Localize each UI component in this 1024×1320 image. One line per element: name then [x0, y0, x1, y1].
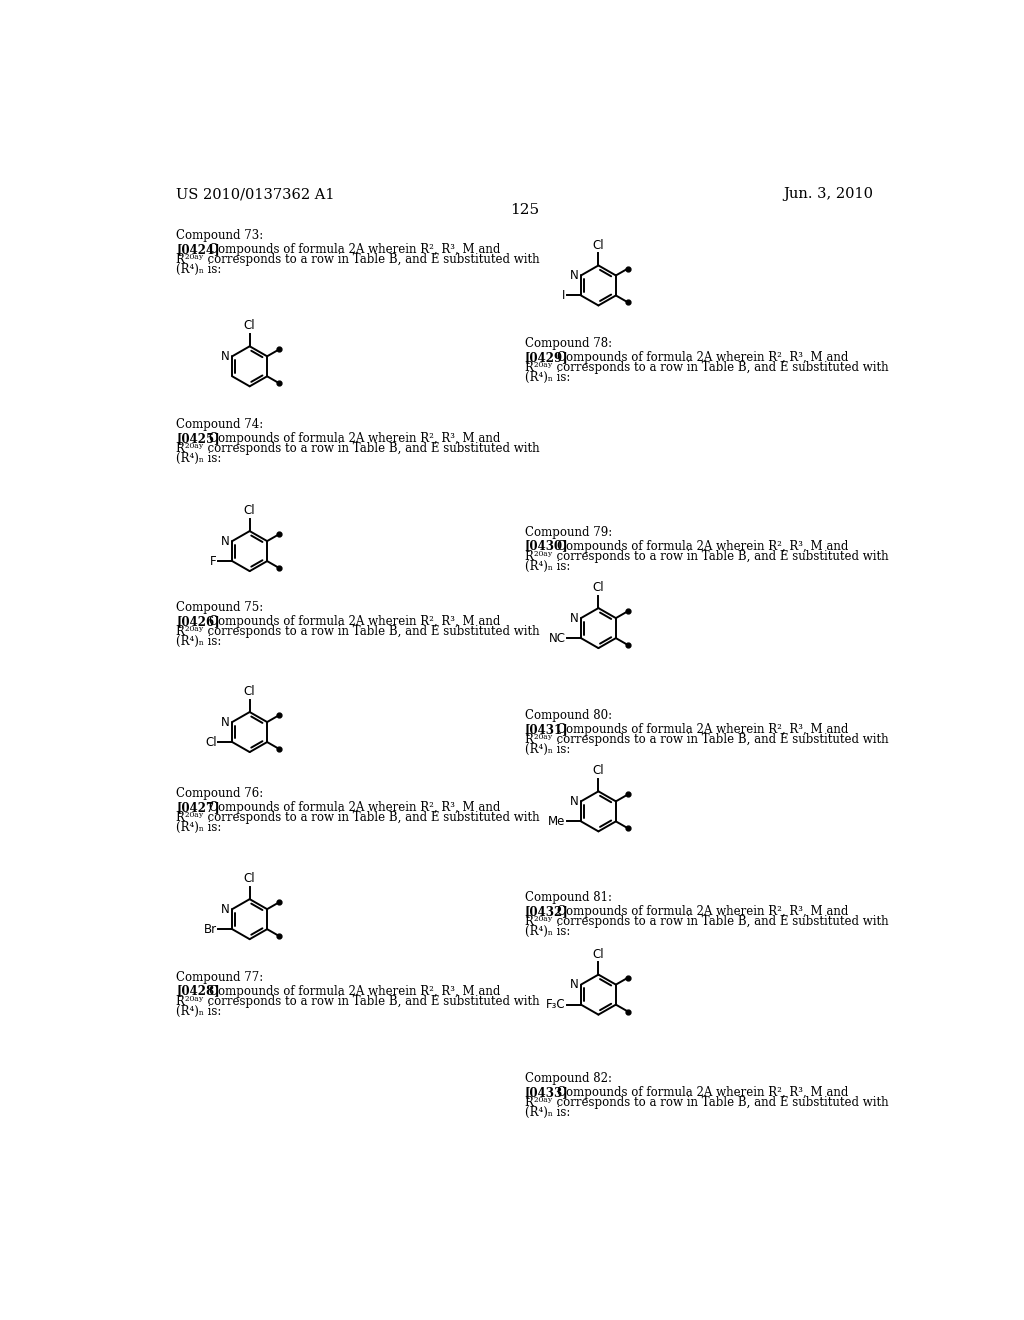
- Text: Compound 79:: Compound 79:: [524, 525, 612, 539]
- Text: [0432]: [0432]: [524, 906, 568, 919]
- Text: Compound 82:: Compound 82:: [524, 1072, 611, 1085]
- Text: Cl: Cl: [593, 948, 604, 961]
- Text: R²⁰ᵃʸ corresponds to a row in Table B, and E substituted with: R²⁰ᵃʸ corresponds to a row in Table B, a…: [176, 253, 540, 267]
- Text: (R⁴)ₙ is:: (R⁴)ₙ is:: [176, 451, 221, 465]
- Text: N: N: [221, 715, 230, 729]
- Text: Compound 76:: Compound 76:: [176, 788, 263, 800]
- Text: Cl: Cl: [593, 581, 604, 594]
- Text: N: N: [221, 535, 230, 548]
- Text: Compounds of formula 2A wherein R², R³, M and: Compounds of formula 2A wherein R², R³, …: [557, 351, 849, 364]
- Text: [0425]: [0425]: [176, 432, 220, 445]
- Text: Compounds of formula 2A wherein R², R³, M and: Compounds of formula 2A wherein R², R³, …: [557, 906, 849, 919]
- Text: NC: NC: [549, 631, 565, 644]
- Text: [0428]: [0428]: [176, 985, 220, 998]
- Text: N: N: [570, 978, 579, 991]
- Text: Compound 77:: Compound 77:: [176, 970, 263, 983]
- Text: R²⁰ᵃʸ corresponds to a row in Table B, and E substituted with: R²⁰ᵃʸ corresponds to a row in Table B, a…: [524, 549, 889, 562]
- Text: Cl: Cl: [244, 319, 255, 333]
- Text: Compounds of formula 2A wherein R², R³, M and: Compounds of formula 2A wherein R², R³, …: [209, 615, 500, 628]
- Text: Compound 81:: Compound 81:: [524, 891, 611, 904]
- Text: [0427]: [0427]: [176, 801, 220, 814]
- Text: R²⁰ᵃʸ corresponds to a row in Table B, and E substituted with: R²⁰ᵃʸ corresponds to a row in Table B, a…: [176, 626, 540, 638]
- Text: [0426]: [0426]: [176, 615, 220, 628]
- Text: Cl: Cl: [593, 764, 604, 777]
- Text: (R⁴)ₙ is:: (R⁴)ₙ is:: [176, 263, 221, 276]
- Text: [0431]: [0431]: [524, 723, 568, 735]
- Text: Me: Me: [548, 814, 565, 828]
- Text: Jun. 3, 2010: Jun. 3, 2010: [783, 187, 873, 202]
- Text: Br: Br: [204, 923, 217, 936]
- Text: Cl: Cl: [593, 239, 604, 252]
- Text: I: I: [562, 289, 565, 302]
- Text: F: F: [210, 554, 217, 568]
- Text: (R⁴)ₙ is:: (R⁴)ₙ is:: [524, 1106, 570, 1119]
- Text: Cl: Cl: [205, 735, 217, 748]
- Text: Compounds of formula 2A wherein R², R³, M and: Compounds of formula 2A wherein R², R³, …: [209, 801, 500, 814]
- Text: R²⁰ᵃʸ corresponds to a row in Table B, and E substituted with: R²⁰ᵃʸ corresponds to a row in Table B, a…: [524, 915, 889, 928]
- Text: (R⁴)ₙ is:: (R⁴)ₙ is:: [524, 743, 570, 756]
- Text: US 2010/0137362 A1: US 2010/0137362 A1: [176, 187, 335, 202]
- Text: Cl: Cl: [244, 873, 255, 886]
- Text: Compound 78:: Compound 78:: [524, 337, 612, 350]
- Text: Cl: Cl: [244, 685, 255, 698]
- Text: 125: 125: [510, 203, 540, 216]
- Text: N: N: [221, 903, 230, 916]
- Text: Compounds of formula 2A wherein R², R³, M and: Compounds of formula 2A wherein R², R³, …: [557, 723, 849, 735]
- Text: Compounds of formula 2A wherein R², R³, M and: Compounds of formula 2A wherein R², R³, …: [557, 540, 849, 553]
- Text: Compounds of formula 2A wherein R², R³, M and: Compounds of formula 2A wherein R², R³, …: [209, 432, 500, 445]
- Text: N: N: [221, 350, 230, 363]
- Text: (R⁴)ₙ is:: (R⁴)ₙ is:: [524, 371, 570, 384]
- Text: F₃C: F₃C: [546, 998, 565, 1011]
- Text: N: N: [570, 269, 579, 282]
- Text: [0424]: [0424]: [176, 243, 220, 256]
- Text: Compound 80:: Compound 80:: [524, 709, 612, 722]
- Text: R²⁰ᵃʸ corresponds to a row in Table B, and E substituted with: R²⁰ᵃʸ corresponds to a row in Table B, a…: [176, 995, 540, 1007]
- Text: (R⁴)ₙ is:: (R⁴)ₙ is:: [176, 635, 221, 648]
- Text: N: N: [570, 611, 579, 624]
- Text: [0433]: [0433]: [524, 1086, 568, 1100]
- Text: R²⁰ᵃʸ corresponds to a row in Table B, and E substituted with: R²⁰ᵃʸ corresponds to a row in Table B, a…: [524, 1097, 889, 1109]
- Text: R²⁰ᵃʸ corresponds to a row in Table B, and E substituted with: R²⁰ᵃʸ corresponds to a row in Table B, a…: [176, 812, 540, 825]
- Text: Cl: Cl: [244, 504, 255, 517]
- Text: Compound 75:: Compound 75:: [176, 601, 263, 614]
- Text: Compound 73:: Compound 73:: [176, 230, 263, 243]
- Text: (R⁴)ₙ is:: (R⁴)ₙ is:: [176, 1005, 221, 1018]
- Text: (R⁴)ₙ is:: (R⁴)ₙ is:: [524, 925, 570, 939]
- Text: Compounds of formula 2A wherein R², R³, M and: Compounds of formula 2A wherein R², R³, …: [209, 243, 500, 256]
- Text: [0429]: [0429]: [524, 351, 568, 364]
- Text: Compound 74:: Compound 74:: [176, 418, 263, 430]
- Text: (R⁴)ₙ is:: (R⁴)ₙ is:: [524, 560, 570, 573]
- Text: [0430]: [0430]: [524, 540, 568, 553]
- Text: Compounds of formula 2A wherein R², R³, M and: Compounds of formula 2A wherein R², R³, …: [209, 985, 500, 998]
- Text: Compounds of formula 2A wherein R², R³, M and: Compounds of formula 2A wherein R², R³, …: [557, 1086, 849, 1100]
- Text: R²⁰ᵃʸ corresponds to a row in Table B, and E substituted with: R²⁰ᵃʸ corresponds to a row in Table B, a…: [176, 442, 540, 455]
- Text: (R⁴)ₙ is:: (R⁴)ₙ is:: [176, 821, 221, 834]
- Text: N: N: [570, 795, 579, 808]
- Text: R²⁰ᵃʸ corresponds to a row in Table B, and E substituted with: R²⁰ᵃʸ corresponds to a row in Table B, a…: [524, 733, 889, 746]
- Text: R²⁰ᵃʸ corresponds to a row in Table B, and E substituted with: R²⁰ᵃʸ corresponds to a row in Table B, a…: [524, 360, 889, 374]
